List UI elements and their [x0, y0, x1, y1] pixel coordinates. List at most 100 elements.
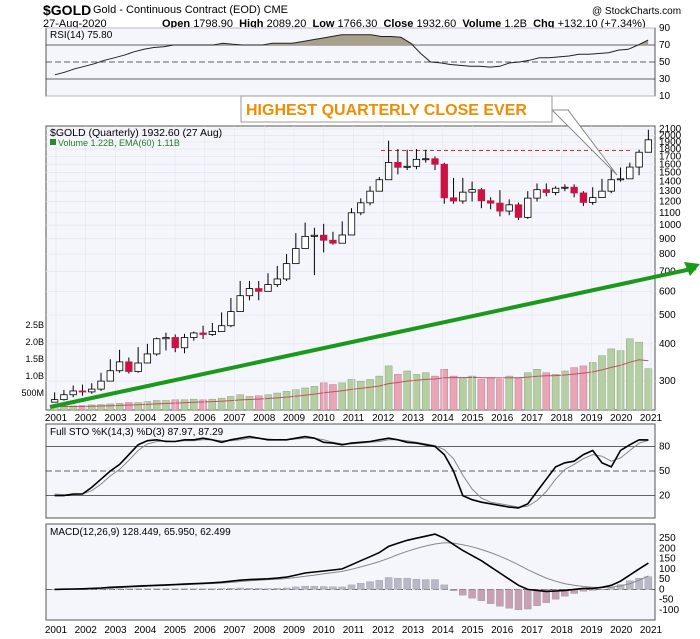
macd-histogram-bar	[302, 586, 309, 589]
macd-histogram-bar	[255, 588, 262, 589]
price-candle	[218, 326, 224, 332]
price-candle	[645, 140, 651, 152]
macd-histogram-bar	[487, 589, 494, 603]
macd-histogram-bar	[274, 588, 281, 589]
macd-x-tick-label: 2017	[521, 625, 544, 636]
volume-bar	[97, 405, 104, 410]
price-candle	[191, 333, 197, 338]
volume-bar	[218, 398, 225, 410]
volume-bar	[237, 395, 244, 410]
price-tick-label: 1100	[659, 208, 681, 219]
price-candle	[293, 249, 299, 264]
volume-bar	[608, 349, 615, 410]
volume-tick-label: 2.5B	[25, 320, 44, 330]
volume-bar	[107, 404, 114, 410]
price-x-tick-label: 2017	[521, 413, 544, 424]
price-candle	[487, 201, 493, 203]
price-candle	[599, 191, 605, 197]
volume-bar	[469, 376, 476, 410]
macd-histogram-bar	[524, 589, 531, 609]
macd-histogram-bar	[218, 589, 225, 590]
price-candle	[395, 162, 401, 167]
macd-x-tick-label: 2016	[491, 625, 514, 636]
macd-histogram-bar	[450, 589, 457, 590]
price-x-tick-label: 2016	[491, 413, 514, 424]
volume-bar	[376, 376, 383, 410]
macd-histogram-bar	[107, 589, 114, 590]
macd-histogram-bar	[97, 589, 104, 590]
volume-bar	[274, 393, 281, 410]
macd-x-tick-label: 2010	[313, 625, 336, 636]
macd-histogram-bar	[357, 583, 364, 589]
sto-tick-label: 50	[659, 466, 671, 477]
macd-title: MACD(12,26,9) 128.449, 65.950, 62.499	[50, 527, 231, 538]
price-candle	[571, 187, 577, 193]
price-tick-label: 400	[659, 339, 676, 350]
price-candle	[367, 191, 373, 203]
macd-histogram-bar	[534, 589, 541, 605]
volume-bar	[441, 369, 448, 410]
price-candle	[497, 203, 503, 211]
price-candle	[534, 190, 540, 198]
price-candle	[617, 179, 623, 180]
price-candle	[246, 289, 252, 296]
macd-histogram-bar	[589, 589, 596, 590]
macd-histogram-bar	[598, 589, 605, 590]
price-candle	[330, 240, 336, 243]
macd-histogram-bar	[311, 586, 318, 589]
price-x-tick-label: 2021	[640, 413, 663, 424]
price-tick-label: 1200	[659, 197, 682, 208]
price-candle	[153, 339, 159, 354]
price-candle	[525, 198, 531, 217]
price-x-tick-label: 2003	[104, 413, 127, 424]
macd-x-tick-label: 2005	[164, 625, 187, 636]
macd-histogram-bar	[181, 589, 188, 590]
volume-bar	[200, 400, 207, 410]
macd-histogram-bar	[404, 578, 411, 589]
price-candle	[79, 391, 85, 392]
price-tick-label: 800	[659, 249, 676, 260]
volume-legend-label: Volume 1.22B, EMA(60) 1.11B	[58, 138, 180, 148]
price-x-tick-label: 2001	[45, 413, 68, 424]
sto-tick-label: 80	[659, 441, 671, 452]
price-candle	[320, 235, 326, 240]
volume-bar	[506, 376, 513, 410]
price-candle	[460, 192, 466, 201]
macd-histogram-bar	[172, 589, 179, 590]
macd-histogram-bar	[209, 589, 216, 590]
volume-bar	[385, 366, 392, 410]
price-x-tick-label: 2005	[164, 413, 187, 424]
macd-histogram-bar	[441, 585, 448, 590]
price-candle	[422, 159, 428, 160]
rsi-tick-label: 70	[659, 40, 671, 51]
macd-histogram-bar	[200, 589, 207, 590]
rsi-tick-label: 30	[659, 74, 671, 85]
price-candle	[172, 338, 178, 348]
volume-bar	[598, 356, 605, 410]
macd-histogram-bar	[385, 578, 392, 590]
price-x-tick-label: 2002	[75, 413, 98, 424]
macd-histogram-bar	[116, 589, 123, 590]
volume-bar	[144, 402, 151, 410]
volume-tick-label: 500M	[21, 388, 44, 398]
price-candle	[562, 187, 568, 188]
macd-x-tick-label: 2020	[610, 625, 633, 636]
macd-histogram-bar	[162, 589, 169, 590]
price-x-tick-label: 2010	[313, 413, 336, 424]
macd-histogram-bar	[506, 589, 513, 608]
macd-histogram-bar	[227, 588, 234, 589]
macd-x-tick-label: 2015	[461, 625, 484, 636]
macd-x-tick-label: 2013	[402, 625, 425, 636]
price-candle	[432, 159, 438, 165]
price-x-tick-label: 2020	[610, 413, 633, 424]
price-candle	[98, 381, 104, 389]
macd-x-tick-label: 2021	[640, 625, 663, 636]
price-candle	[608, 180, 614, 191]
volume-bar	[329, 385, 336, 410]
price-candle	[376, 180, 382, 191]
price-candle	[627, 167, 633, 179]
macd-histogram-bar	[422, 580, 429, 590]
macd-x-tick-label: 2014	[432, 625, 455, 636]
volume-bar	[524, 373, 531, 410]
